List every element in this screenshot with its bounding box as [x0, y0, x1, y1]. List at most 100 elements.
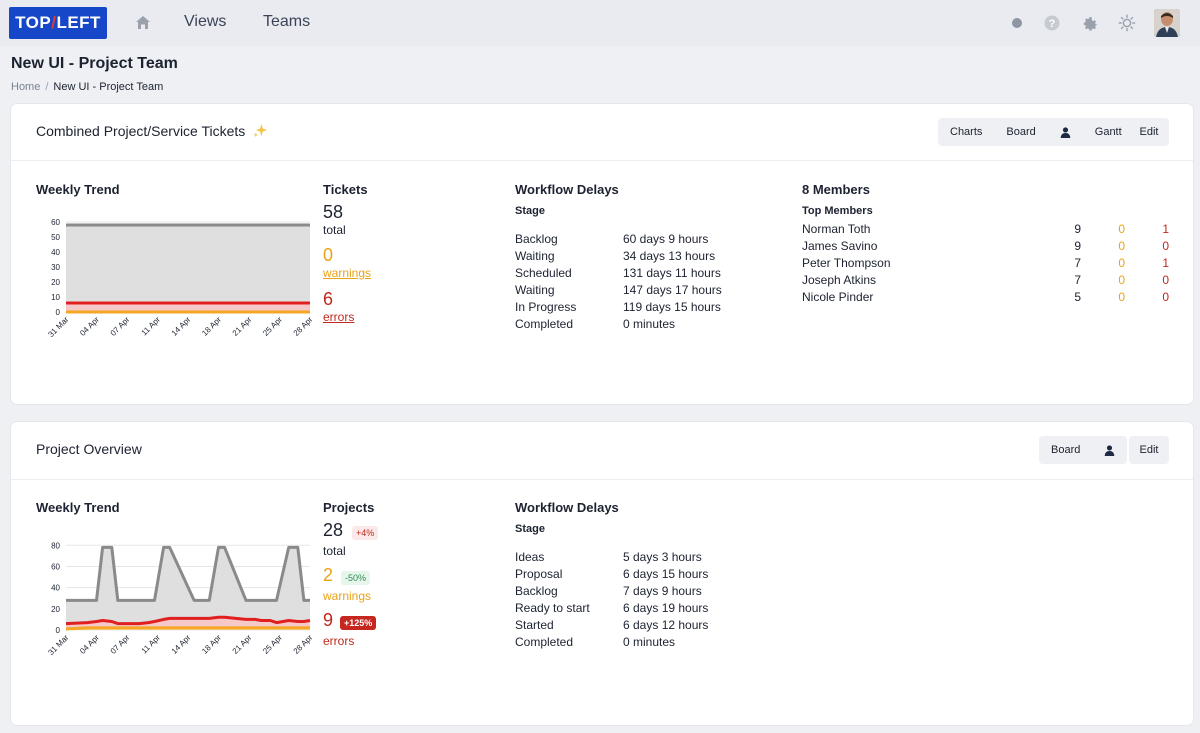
projects-warnings-value: 2 — [323, 565, 334, 585]
status-dot-icon[interactable] — [1008, 10, 1026, 36]
y-tick-label: 20 — [51, 278, 60, 287]
gantt-button[interactable]: Gantt — [1094, 126, 1122, 138]
member-errors: 0 — [1162, 273, 1169, 287]
projects-stage-header: Stage — [515, 523, 545, 535]
projects-total-value: 28 — [323, 520, 344, 540]
series-area — [66, 303, 310, 312]
x-tick-label: 25 Apr — [261, 315, 284, 338]
tickets-warnings-value: 0 — [323, 245, 334, 265]
top-navbar: TOP/LEFT Views Teams ? — [0, 0, 1200, 46]
member-warnings: 0 — [1118, 222, 1125, 236]
series-line — [65, 615, 311, 626]
series-line — [66, 545, 310, 602]
member-name[interactable]: Peter Thompson — [802, 256, 891, 270]
x-tick-label: 07 Apr — [109, 315, 132, 338]
delay-time: 6 days 19 hours — [623, 601, 709, 615]
tickets-warnings-link[interactable]: warnings — [323, 266, 372, 280]
member-total: 5 — [1074, 290, 1081, 304]
delay-time: 34 days 13 hours — [623, 249, 716, 263]
delay-stage: Backlog — [515, 584, 558, 598]
member-errors: 1 — [1162, 256, 1169, 270]
tickets-errors-link[interactable]: errors — [323, 310, 355, 324]
projects-person-filter-button[interactable] — [1092, 436, 1127, 464]
delay-time: 0 minutes — [623, 317, 676, 331]
y-tick-label: 0 — [56, 308, 61, 317]
x-tick-label: 25 Apr — [261, 633, 284, 656]
sparkle-icon — [253, 123, 268, 141]
projects-delays-title: Workflow Delays — [515, 500, 619, 515]
delay-time: 5 days 3 hours — [623, 550, 702, 564]
member-name[interactable]: Norman Toth — [802, 222, 871, 236]
charts-button[interactable]: Charts — [950, 126, 983, 138]
delay-stage: Started — [515, 618, 554, 632]
gear-icon[interactable] — [1080, 10, 1100, 36]
sun-icon[interactable] — [1117, 10, 1137, 36]
x-tick-label: 31 Mar — [46, 633, 70, 657]
x-tick-label: 18 Apr — [200, 315, 223, 338]
delay-stage: In Progress — [515, 300, 577, 314]
x-tick-label: 04 Apr — [78, 315, 101, 338]
delay-stage: Completed — [515, 635, 574, 649]
toplft-logo[interactable]: TOP/LEFT — [9, 7, 107, 39]
tickets-stage-header: Stage — [515, 205, 545, 217]
home-icon[interactable] — [132, 11, 154, 33]
x-tick-label: 21 Apr — [231, 633, 254, 656]
member-errors: 0 — [1162, 239, 1169, 253]
delay-time: 147 days 17 hours — [623, 283, 722, 297]
x-tick-label: 28 Apr — [292, 633, 315, 656]
projects-card: Project Overview Board Edit Weekly Trend… — [11, 422, 1193, 725]
members-title: 8 Members — [802, 182, 870, 197]
y-tick-label: 60 — [51, 562, 60, 571]
delay-stage: Completed — [515, 317, 574, 331]
tickets-edit-button[interactable]: Edit — [1129, 118, 1169, 146]
member-errors: 0 — [1162, 290, 1169, 304]
x-tick-label: 07 Apr — [109, 633, 132, 656]
person-filter-button[interactable] — [1048, 118, 1083, 146]
x-tick-label: 14 Apr — [170, 633, 193, 656]
tickets-stats-title: Tickets — [323, 182, 368, 197]
member-name[interactable]: Nicole Pinder — [802, 290, 874, 304]
member-warnings: 0 — [1118, 290, 1125, 304]
board-button[interactable]: Board — [1006, 126, 1036, 138]
person-icon — [1105, 444, 1115, 456]
projects-board-button[interactable]: Board — [1051, 444, 1081, 456]
x-tick-label: 14 Apr — [170, 315, 193, 338]
member-warnings: 0 — [1118, 256, 1125, 270]
tickets-trend-chart: 0 10 20 30 40 50 60 31 Mar 04 Apr 07 Apr 11 Apr 14 … — [46, 218, 314, 339]
breadcrumb-separator: / — [45, 81, 49, 93]
delay-stage: Backlog — [515, 232, 558, 246]
projects-stats-title: Projects — [323, 500, 375, 515]
projects-warnings-label: warnings — [323, 589, 372, 603]
projects-errors-badge: +125% — [340, 616, 377, 630]
tickets-delays-title: Workflow Delays — [515, 182, 619, 197]
nav-views[interactable]: Views — [184, 13, 227, 30]
tickets-total-value: 58 — [323, 202, 344, 222]
tickets-card-title: Combined Project/Service Tickets — [36, 123, 268, 141]
projects-card-title: Project Overview — [36, 441, 142, 457]
x-tick-label: 31 Mar — [46, 315, 70, 339]
member-name[interactable]: James Savino — [802, 239, 878, 253]
projects-errors-label: errors — [323, 634, 355, 648]
y-tick-label: 80 — [51, 541, 60, 550]
delay-stage: Waiting — [515, 283, 555, 297]
projects-edit-button[interactable]: Edit — [1129, 436, 1169, 464]
tickets-total-label: total — [323, 223, 346, 237]
delay-time: 0 minutes — [623, 635, 676, 649]
y-tick-label: 40 — [51, 248, 60, 257]
breadcrumb-home[interactable]: Home — [11, 81, 41, 93]
delay-stage: Waiting — [515, 249, 555, 263]
tickets-card-header: Combined Project/Service Tickets Charts … — [11, 104, 1193, 161]
top-members-header: Top Members — [802, 205, 873, 217]
tickets-card: Combined Project/Service Tickets Charts … — [11, 104, 1193, 404]
y-tick-label: 20 — [51, 605, 60, 614]
delay-time: 60 days 9 hours — [623, 232, 709, 246]
svg-text:?: ? — [1049, 18, 1056, 30]
member-name[interactable]: Joseph Atkins — [802, 273, 877, 287]
projects-errors-value: 9 — [323, 610, 334, 630]
avatar[interactable] — [1154, 9, 1180, 37]
help-icon[interactable]: ? — [1042, 10, 1062, 36]
breadcrumb: Home / New UI - Project Team — [11, 81, 163, 93]
nav-teams[interactable]: Teams — [263, 13, 311, 30]
x-tick-label: 18 Apr — [200, 633, 223, 656]
tickets-trend-title: Weekly Trend — [36, 182, 120, 197]
